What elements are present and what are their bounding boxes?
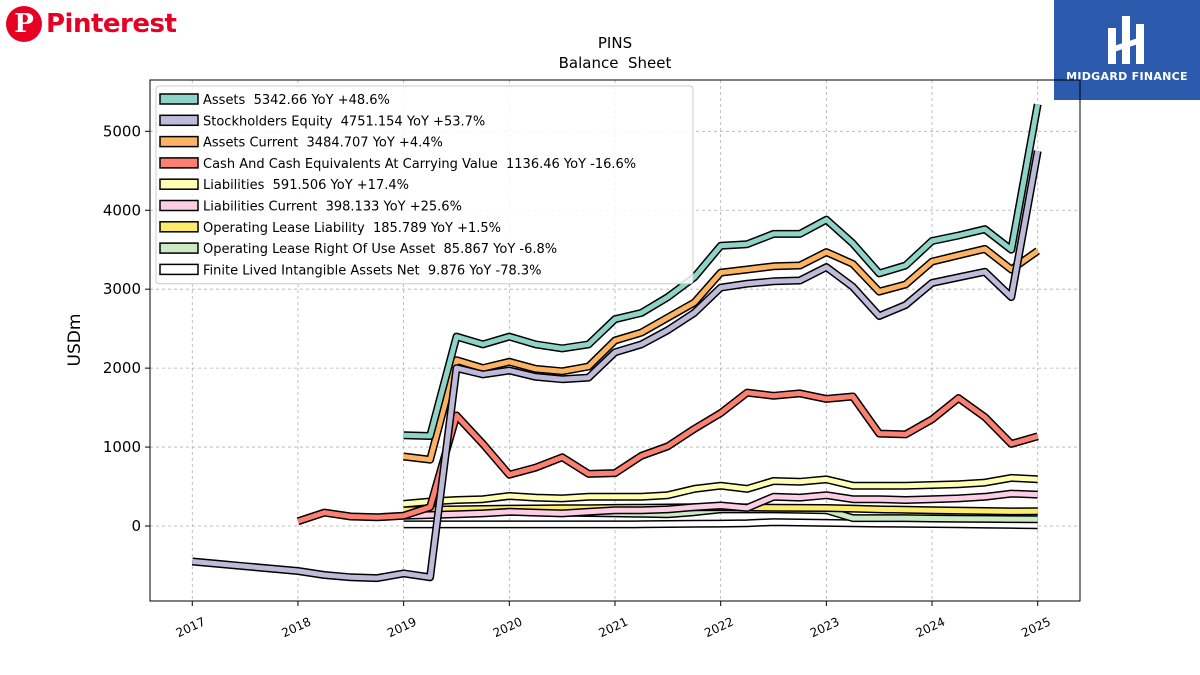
y-axis-label: USDm [65, 314, 85, 367]
legend-label: Stockholders Equity 4751.154 YoY +53.7% [203, 114, 485, 129]
x-tick-label: 2019 [385, 615, 419, 641]
x-tick-label: 2023 [808, 615, 842, 641]
x-tick-label: 2020 [491, 615, 525, 641]
series-line [403, 246, 1040, 463]
legend-swatch [159, 93, 199, 105]
pinterest-p-icon: P [6, 6, 42, 42]
legend-swatch [159, 242, 199, 254]
series-lines [191, 103, 1042, 583]
x-tick-label: 2017 [174, 615, 208, 641]
chart-title: PINS [598, 34, 632, 52]
midgard-wordmark: MIDGARD FINANCE [1066, 70, 1188, 83]
legend: Assets 5342.66 YoY +48.6% Stockholders Eq… [155, 85, 694, 285]
legend-label: Liabilities 591.506 YoY +17.4% [203, 178, 409, 193]
legend-label: Cash And Cash Equivalents At Carrying Va… [203, 157, 636, 172]
legend-label: Assets Current 3484.707 YoY +4.4% [203, 136, 443, 151]
x-tick-label: 2024 [914, 615, 948, 641]
series-line [403, 475, 1038, 507]
legend-label: Assets 5342.66 YoY +48.6% [203, 93, 390, 108]
x-tick-label: 2022 [702, 615, 736, 641]
legend-swatch [159, 114, 199, 127]
series-line [403, 491, 1038, 519]
y-tick-label: 1000 [103, 438, 141, 456]
legend-label: Liabilities Current 398.133 YoY +25.6% [203, 200, 462, 215]
legend-swatch [159, 135, 199, 148]
legend-swatch [159, 178, 199, 190]
midgard-finance-logo: MIDGARD FINANCE [1054, 0, 1200, 100]
legend-label: Operating Lease Liability 185.789 YoY +1… [203, 221, 501, 236]
series-line [403, 103, 1041, 439]
x-tick-label: 2025 [1019, 615, 1053, 641]
legend-swatch [159, 263, 199, 276]
legend-swatch [159, 199, 199, 212]
legend-swatch [159, 221, 199, 233]
y-tick-label: 3000 [103, 280, 141, 298]
series-line [192, 150, 1041, 581]
x-tick-label: 2018 [279, 615, 313, 641]
y-tick-label: 0 [131, 517, 141, 535]
pinterest-logo: P Pinterest [6, 6, 177, 42]
pinterest-wordmark: Pinterest [46, 9, 177, 39]
y-tick-label: 2000 [103, 359, 141, 377]
y-tick-label: 4000 [103, 201, 141, 219]
y-tick-label: 5000 [103, 122, 141, 140]
midgard-mark-icon [1108, 16, 1144, 64]
legend-label: Finite Lived Intangible Assets Net 9.876… [203, 263, 542, 278]
series-line [403, 519, 1038, 528]
series-line [297, 390, 1039, 524]
chart-subtitle: Balance Sheet [559, 54, 672, 72]
legend-swatch [159, 157, 199, 169]
legend-box [155, 85, 694, 285]
x-tick-label: 2021 [597, 615, 631, 641]
legend-label: Operating Lease Right Of Use Asset 85.86… [203, 242, 557, 257]
